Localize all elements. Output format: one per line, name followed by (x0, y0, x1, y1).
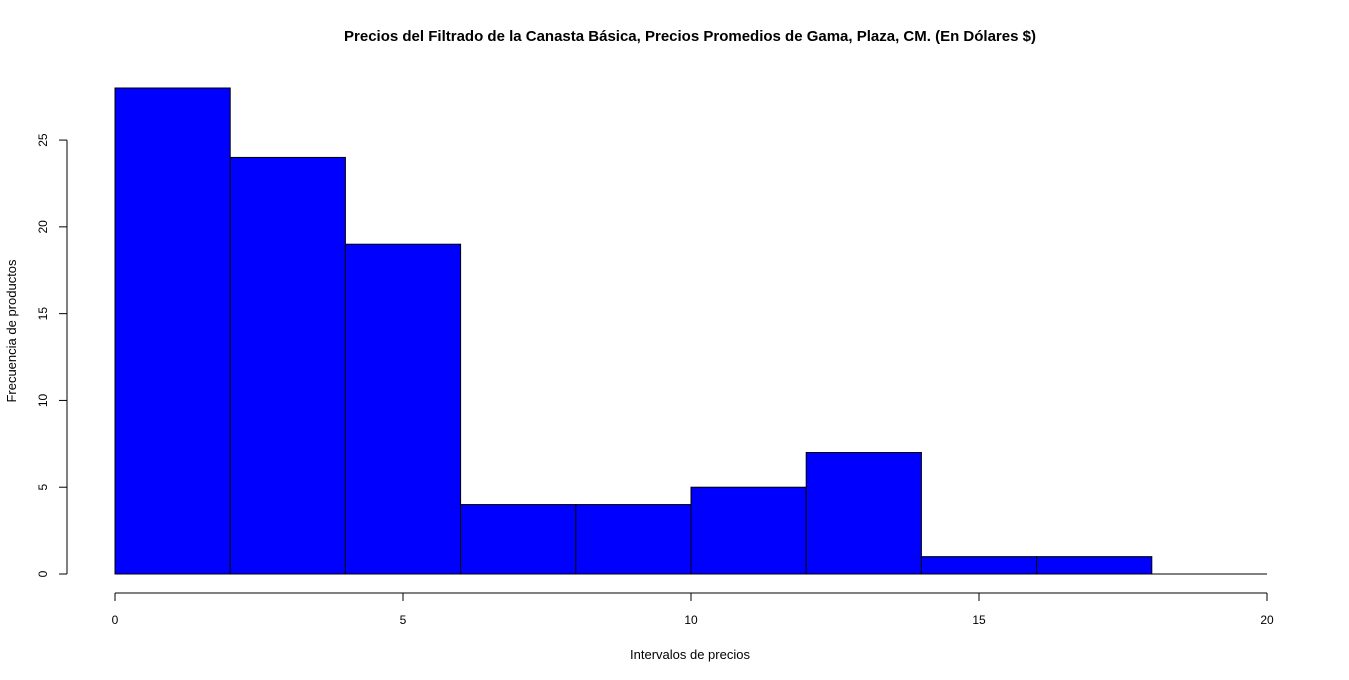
histogram-bar-5 (690, 486, 807, 575)
histogram-bar-0 (114, 87, 231, 575)
histogram-bar-8 (1036, 556, 1153, 575)
x-axis: 0 5 10 15 20 (112, 592, 1274, 627)
x-tick-label-1: 5 (400, 613, 407, 627)
histogram-bar-4 (575, 504, 692, 575)
histogram-bar-2 (344, 243, 462, 575)
histogram-bar-3 (460, 504, 577, 575)
y-axis-label: Frecuencia de productos (4, 259, 19, 403)
y-tick-label-1: 5 (36, 484, 50, 491)
y-tick-label-5: 25 (36, 133, 50, 147)
y-tick-label-0: 0 (36, 570, 50, 577)
y-tick-label-3: 15 (36, 307, 50, 321)
x-axis-label: Intervalos de precios (630, 647, 750, 662)
histogram-bar-6 (805, 452, 922, 575)
histogram-bar-7 (920, 556, 1038, 575)
y-tick-label-4: 20 (36, 220, 50, 234)
y-tick-label-2: 10 (36, 393, 50, 407)
x-tick-label-4: 20 (1260, 613, 1274, 627)
y-axis: 0 5 10 15 20 25 (36, 133, 68, 577)
x-tick-label-0: 0 (112, 613, 119, 627)
chart-title: Precios del Filtrado de la Canasta Básic… (344, 28, 1036, 45)
histogram-bar-1 (229, 156, 346, 575)
x-tick-label-3: 15 (972, 613, 986, 627)
bars-group (114, 87, 1267, 575)
x-tick-label-2: 10 (684, 613, 698, 627)
